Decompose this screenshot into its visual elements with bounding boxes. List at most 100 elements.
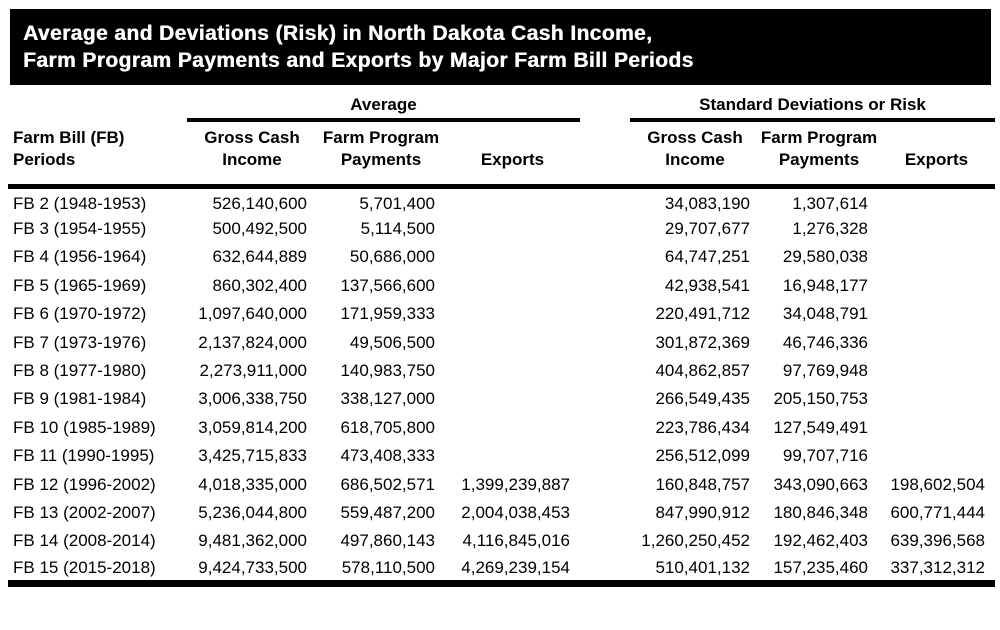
column-header-avg-exports: Exports [445,122,580,189]
avg-gross-cash-income-cell: 2,137,824,000 [198,332,307,352]
sd-gross-cash-income-cell: 301,872,369 [655,332,750,352]
group-gap-cell [580,85,630,122]
header-line: Income [222,150,282,169]
table-row: FB 9 (1981-1984) 3,006,338,750 338,127,000… [8,385,995,413]
sd-exports-cell [878,357,995,385]
sd-gross-cash-income-cell: 256,512,099 [655,446,750,466]
farm-bill-header-line1: Farm Bill (FB) [13,128,125,147]
column-header-avg-farm-program-payments: Farm Program Payments [317,122,445,189]
sd-gross-cash-income-cell: 223,786,434 [655,417,750,437]
sd-farm-program-payments-cell: 29,580,038 [782,247,868,267]
avg-exports-cell [445,385,580,413]
table-row: FB 5 (1965-1969) 860,302,400 137,566,600 42… [8,272,995,300]
table-row: FB 14 (2008-2014) 9,481,362,000 497,860,14… [8,527,995,555]
avg-exports-cell [445,300,580,328]
avg-gross-cash-income-cell: 1,097,640,000 [198,304,307,324]
avg-exports-cell: 2,004,038,453 [461,502,570,522]
data-table: Average Standard Deviations or Risk Farm… [8,85,995,588]
avg-farm-program-payments-cell: 50,686,000 [349,247,435,267]
sd-exports-cell: 600,771,444 [890,502,985,522]
avg-farm-program-payments-cell: 686,502,571 [340,474,435,494]
sd-farm-program-payments-cell: 34,048,791 [782,304,868,324]
column-header-avg-gross-cash-income: Gross Cash Income [187,122,317,189]
sd-farm-program-payments-cell: 97,769,948 [782,361,868,381]
table-row: FB 10 (1985-1989) 3,059,814,200 618,705,80… [8,414,995,442]
sd-farm-program-payments-cell: 46,746,336 [782,332,868,352]
period-cell: FB 10 (1985-1989) [13,417,156,437]
title-line-1: Average and Deviations (Risk) in North D… [23,22,653,45]
corner-cell [8,85,187,122]
sd-farm-program-payments-cell: 1,307,614 [792,194,868,214]
column-header-sd-exports: Exports [878,122,995,189]
table-row: FB 4 (1956-1964) 632,644,889 50,686,000 64,… [8,243,995,271]
table-row: FB 6 (1970-1972) 1,097,640,000 171,959,333… [8,300,995,328]
column-gap-cell [580,470,630,498]
column-gap-cell [580,499,630,527]
group-label-risk: Standard Deviations or Risk [630,85,995,122]
farm-bill-header-line2: Periods [13,150,76,169]
period-cell: FB 9 (1981-1984) [13,389,147,409]
column-gap-header-cell [580,122,630,189]
avg-exports-cell [445,414,580,442]
sd-gross-cash-income-cell: 847,990,912 [655,502,750,522]
avg-exports-cell [445,215,580,243]
column-gap-cell [580,442,630,470]
sd-gross-cash-income-cell: 404,862,857 [655,361,750,381]
period-cell: FB 2 (1948-1953) [13,194,147,214]
sd-exports-cell: 198,602,504 [890,474,985,494]
sd-farm-program-payments-cell: 205,150,753 [773,389,868,409]
avg-farm-program-payments-cell: 49,506,500 [349,332,435,352]
avg-farm-program-payments-cell: 171,959,333 [340,304,435,324]
sd-gross-cash-income-cell: 510,401,132 [655,558,750,578]
avg-gross-cash-income-cell: 2,273,911,000 [199,361,307,381]
avg-exports-cell [445,272,580,300]
column-gap-cell [580,300,630,328]
column-gap-cell [580,357,630,385]
table-row: FB 12 (1996-2002) 4,018,335,000 686,502,57… [8,470,995,498]
sd-farm-program-payments-cell: 16,948,177 [782,275,868,295]
sd-gross-cash-income-cell: 64,747,251 [664,247,750,267]
period-cell: FB 4 (1956-1964) [13,247,147,267]
avg-exports-cell [445,442,580,470]
sd-exports-cell [878,187,995,215]
group-header-row: Average Standard Deviations or Risk [8,85,995,122]
sd-farm-program-payments-cell: 180,846,348 [773,502,868,522]
header-line: Farm Program [760,128,878,147]
header-line: Income [665,150,725,169]
avg-exports-cell [445,187,580,215]
sd-exports-cell [878,414,995,442]
avg-gross-cash-income-cell: 3,059,814,200 [198,417,307,437]
header-line: Exports [480,150,545,169]
avg-gross-cash-income-cell: 9,424,733,500 [198,558,307,578]
table-row: FB 15 (2015-2018) 9,424,733,500 578,110,50… [8,556,995,584]
sd-exports-cell [878,328,995,356]
table-header: Average Standard Deviations or Risk Farm… [8,85,995,189]
column-gap-cell [580,527,630,555]
header-line: Exports [904,150,969,169]
avg-exports-cell [445,243,580,271]
avg-exports-cell: 4,116,845,016 [462,531,570,551]
table-row: FB 11 (1990-1995) 3,425,715,833 473,408,33… [8,442,995,470]
period-cell: FB 11 (1990-1995) [13,446,155,466]
avg-gross-cash-income-cell: 526,140,600 [212,194,307,214]
sd-exports-cell [878,442,995,470]
avg-gross-cash-income-cell: 4,018,335,000 [198,474,307,494]
table-row: FB 7 (1973-1976) 2,137,824,000 49,506,500 3… [8,328,995,356]
title-line-2: Farm Program Payments and Exports by Maj… [23,49,694,72]
sd-exports-cell [878,385,995,413]
group-header-average: Average [187,85,580,122]
avg-gross-cash-income-cell: 632,644,889 [212,247,307,267]
table-row: FB 2 (1948-1953) 526,140,600 5,701,400 34,0… [8,187,995,215]
avg-farm-program-payments-cell: 473,408,333 [340,446,435,466]
avg-farm-program-payments-cell: 559,487,200 [340,502,435,522]
avg-farm-program-payments-cell: 618,705,800 [340,417,435,437]
sd-exports-cell [878,300,995,328]
sd-exports-cell: 337,312,312 [890,558,985,578]
avg-farm-program-payments-cell: 5,114,500 [360,219,435,239]
avg-gross-cash-income-cell: 3,425,715,833 [198,446,307,466]
column-gap-cell [580,414,630,442]
column-gap-cell [580,215,630,243]
period-cell: FB 8 (1977-1980) [13,361,147,381]
period-cell: FB 12 (1996-2002) [13,474,156,494]
